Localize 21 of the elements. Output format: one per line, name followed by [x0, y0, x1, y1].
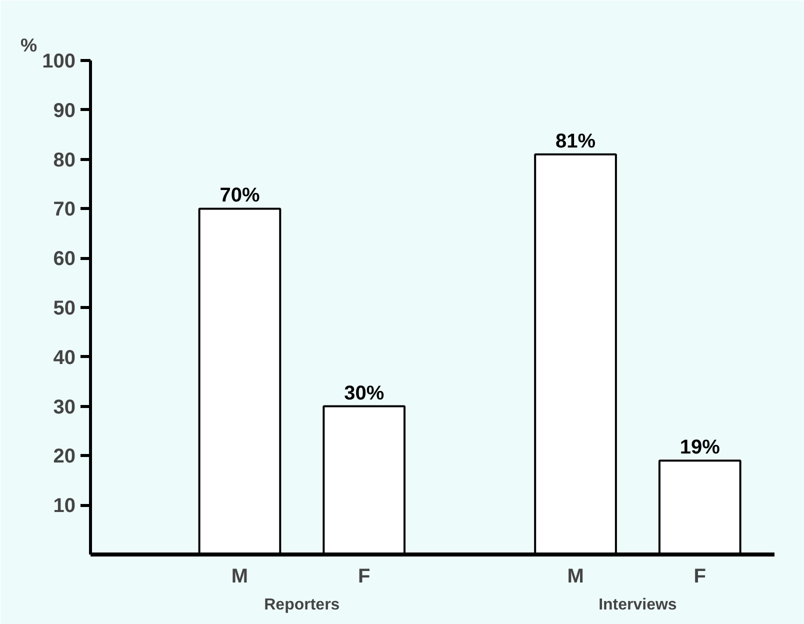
y-tick-label: 40 [53, 346, 76, 369]
x-tick-label: F [694, 566, 706, 588]
data-label: 70% [220, 184, 260, 207]
x-tick-label: F [358, 566, 370, 588]
y-tick-label: 10 [53, 495, 76, 518]
y-tick-label: 100 [42, 50, 76, 72]
y-tick-label: 70 [53, 198, 76, 221]
y-axis-title: % [20, 34, 38, 56]
data-label: 19% [680, 436, 720, 459]
y-tick-label: 60 [53, 248, 76, 270]
text: Interviews [598, 596, 677, 614]
y-tick-label: 30 [53, 396, 76, 418]
y-tick-label: 80 [53, 149, 76, 172]
x-tick-label: M [231, 566, 248, 588]
data-label: 30% [344, 382, 384, 404]
y-tick-label: 50 [53, 298, 76, 320]
x-tick-label: M [567, 566, 584, 588]
text: Reporters [264, 596, 340, 614]
y-tick-label: 20 [53, 446, 76, 468]
y-tick-label: 90 [53, 100, 76, 122]
data-label: 81% [556, 130, 596, 152]
